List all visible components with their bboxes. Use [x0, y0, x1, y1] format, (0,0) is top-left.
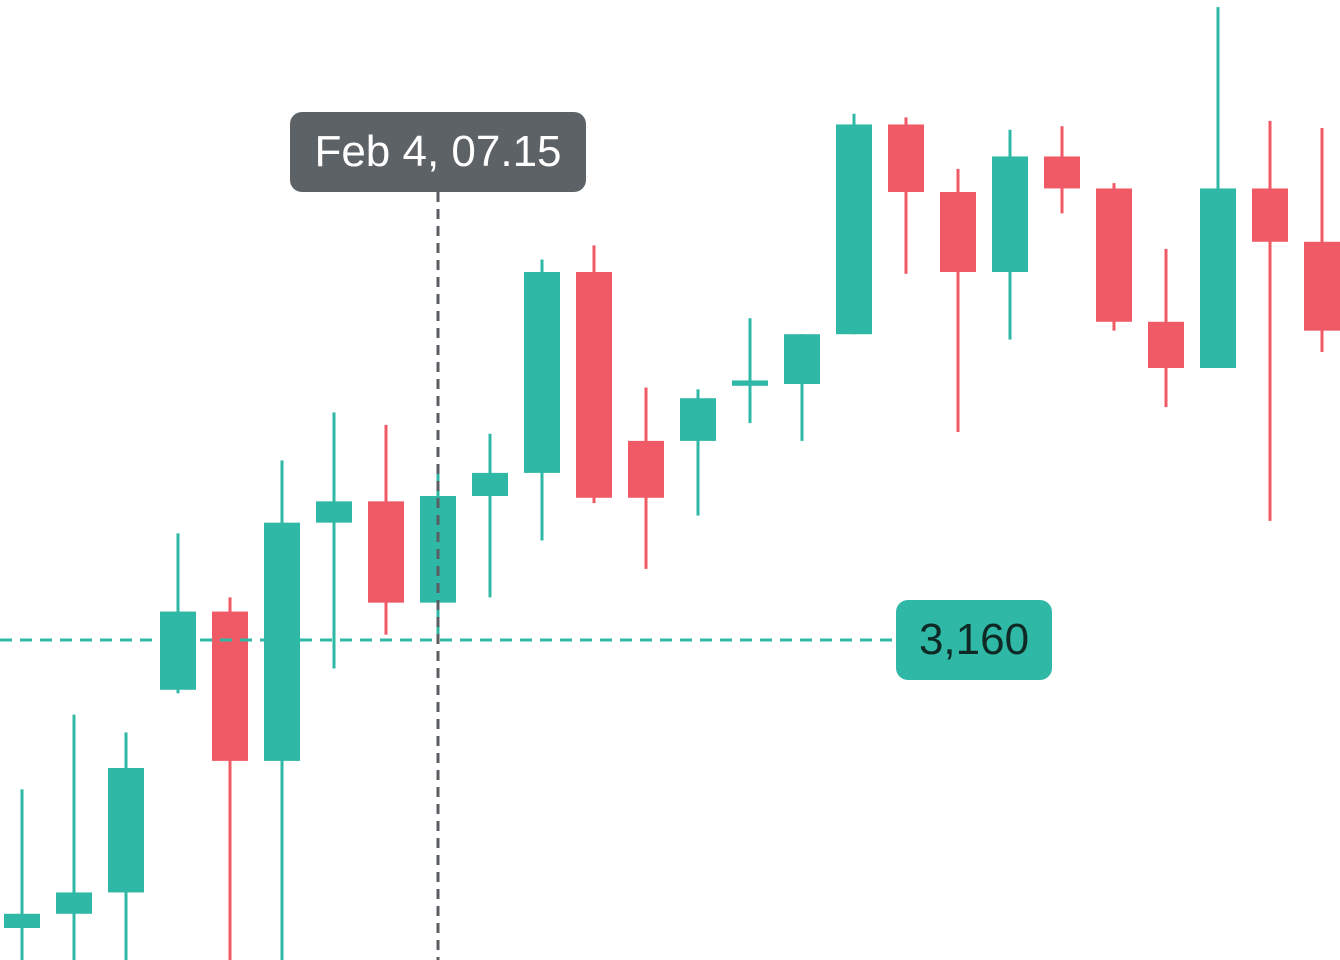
crosshair-time-badge: Feb 4, 07.15	[290, 112, 586, 192]
candle-wick	[72, 714, 76, 960]
candle-body[interactable]	[160, 611, 196, 690]
candle-body[interactable]	[1096, 188, 1132, 322]
candle-body[interactable]	[264, 522, 300, 761]
candle-body[interactable]	[1304, 241, 1340, 331]
candle-body[interactable]	[992, 156, 1028, 272]
candle-wick	[1268, 120, 1272, 521]
candle-body[interactable]	[888, 124, 924, 192]
candle-body[interactable]	[108, 768, 144, 893]
candle-body[interactable]	[368, 501, 404, 603]
candle-wick	[748, 318, 752, 424]
candle-wick	[956, 168, 960, 432]
candle-body[interactable]	[4, 913, 40, 928]
candle-body[interactable]	[784, 334, 820, 384]
candle-wick	[488, 433, 492, 598]
candle-body[interactable]	[472, 472, 508, 496]
candle-body[interactable]	[836, 124, 872, 335]
candle-body[interactable]	[680, 398, 716, 441]
candle-body[interactable]	[56, 892, 92, 914]
candle-body[interactable]	[212, 611, 248, 761]
candle-body[interactable]	[1200, 188, 1236, 368]
candle-body[interactable]	[1148, 321, 1184, 368]
candle-wick	[20, 789, 24, 960]
candle-body[interactable]	[1252, 188, 1288, 242]
candle-wick	[228, 597, 232, 960]
candle-body[interactable]	[524, 272, 560, 473]
candles-group	[4, 7, 1340, 960]
candle-body[interactable]	[732, 380, 768, 386]
candle-wick	[332, 412, 336, 669]
candle-body[interactable]	[576, 272, 612, 498]
candle-wick	[1320, 128, 1324, 352]
candle-body[interactable]	[316, 501, 352, 523]
candle-wick	[1216, 7, 1220, 368]
candle-body[interactable]	[628, 440, 664, 498]
crosshair-price-badge: 3,160	[896, 600, 1052, 680]
crosshair-time-label: Feb 4, 07.15	[314, 127, 562, 176]
candle-wick	[904, 117, 908, 274]
crosshair-price-label: 3,160	[918, 615, 1030, 664]
candle-body[interactable]	[940, 192, 976, 272]
candle-wick	[696, 389, 700, 516]
candle-body[interactable]	[1044, 156, 1080, 189]
candle-wick	[800, 334, 804, 441]
